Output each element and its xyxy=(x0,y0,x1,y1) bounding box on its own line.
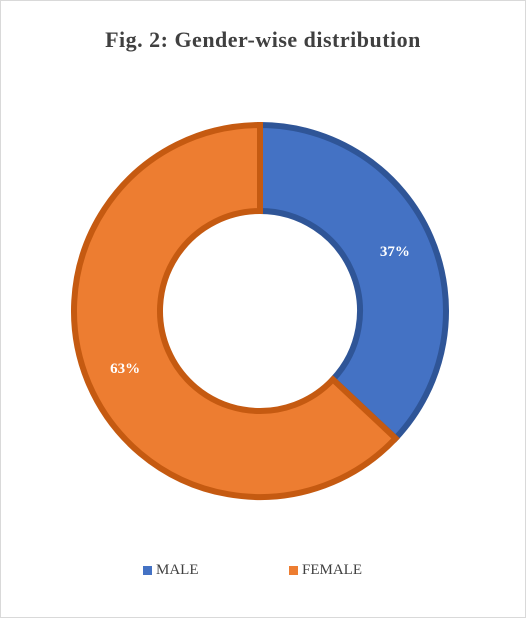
legend-swatch-female xyxy=(289,566,298,575)
legend-label-male: MALE xyxy=(156,562,199,578)
slice-male xyxy=(257,121,449,443)
legend-item-female: FEMALE xyxy=(289,562,362,579)
legend: MALE FEMALE xyxy=(0,562,526,582)
slice-female xyxy=(71,121,400,500)
chart-title: Fig. 2: Gender-wise distribution xyxy=(105,27,421,52)
data-label-female: 63% xyxy=(110,361,140,377)
data-label-male: 37% xyxy=(380,244,410,260)
legend-item-male: MALE xyxy=(143,562,199,579)
legend-label-female: FEMALE xyxy=(302,562,362,578)
legend-swatch-male xyxy=(143,566,152,575)
